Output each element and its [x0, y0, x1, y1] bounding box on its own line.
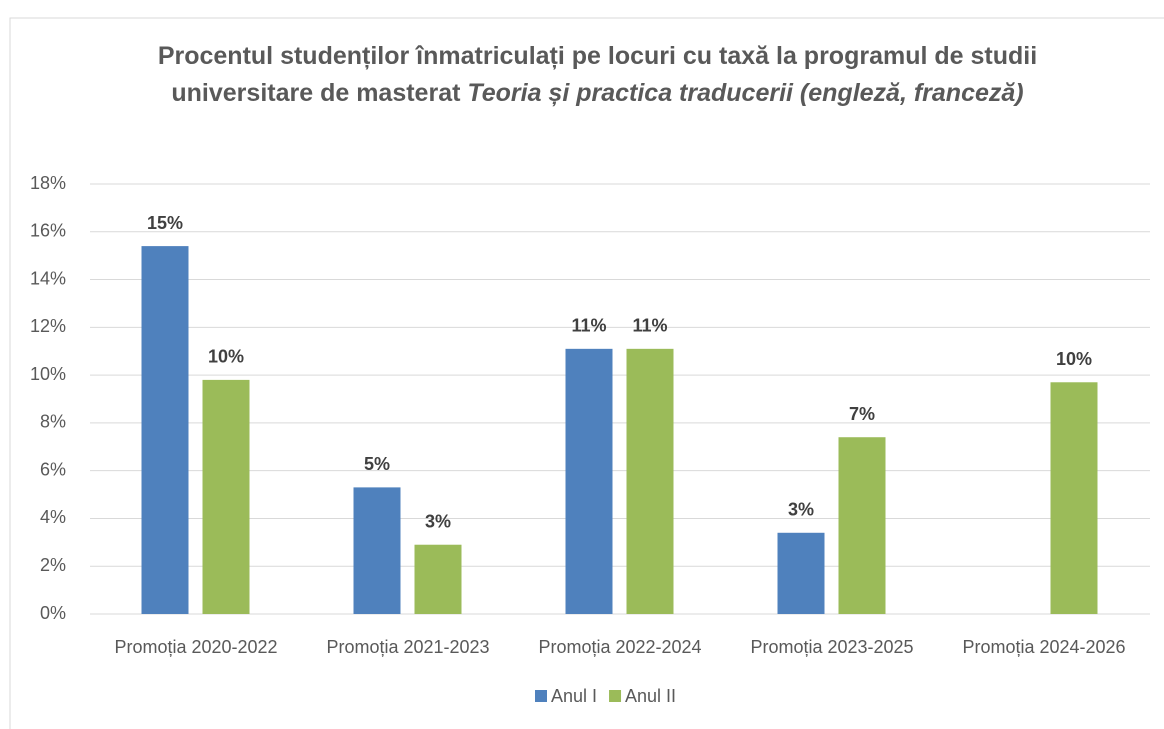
- y-tick-label: 10%: [30, 364, 66, 384]
- title-italic: Teoria și practica traducerii (engleză, …: [467, 79, 1024, 107]
- y-tick-label: 16%: [30, 221, 66, 241]
- legend-swatch: [535, 690, 547, 702]
- bar: [1050, 382, 1098, 614]
- title-text: Procentul studenților înmatriculați pe l…: [157, 42, 1038, 107]
- y-tick-label: 12%: [30, 316, 66, 336]
- data-label: 11%: [632, 316, 667, 336]
- x-tick-label: Promoția 2020-2022: [114, 637, 277, 657]
- y-tick-label: 6%: [40, 459, 66, 479]
- legend-swatch: [609, 690, 622, 702]
- bar: [414, 544, 462, 614]
- chart-border: [9, 17, 1164, 729]
- y-tick-label: 4%: [40, 507, 66, 527]
- y-tick-label: 2%: [40, 555, 66, 575]
- y-tick-label: 18%: [30, 173, 66, 193]
- bar: [626, 348, 674, 614]
- bar: [838, 437, 886, 614]
- data-label: 11%: [571, 316, 606, 336]
- y-tick-label: 8%: [40, 412, 66, 432]
- data-label: 7%: [849, 404, 875, 424]
- bar: [777, 532, 825, 614]
- data-label: 3%: [788, 500, 814, 520]
- y-tick-label: 14%: [30, 268, 66, 288]
- bar: [353, 487, 401, 614]
- bar: [141, 246, 189, 614]
- data-label: 10%: [208, 347, 244, 367]
- x-tick-label: Promoția 2024-2026: [962, 637, 1125, 657]
- bar: [565, 348, 613, 614]
- data-label: 10%: [1056, 349, 1092, 369]
- x-tick-label: Promoția 2022-2024: [538, 637, 701, 657]
- x-tick-label: Promoția 2023-2025: [750, 637, 913, 657]
- legend-label: Anul I: [551, 686, 597, 706]
- chart-title: Procentul studenților înmatriculați pe l…: [150, 38, 1045, 112]
- data-label: 15%: [147, 213, 183, 233]
- x-tick-label: Promoția 2021-2023: [326, 637, 489, 657]
- y-tick-label: 0%: [40, 603, 66, 623]
- data-label: 5%: [364, 454, 390, 474]
- bar: [202, 379, 250, 614]
- data-label: 3%: [425, 511, 451, 531]
- legend-label: Anul II: [625, 686, 676, 706]
